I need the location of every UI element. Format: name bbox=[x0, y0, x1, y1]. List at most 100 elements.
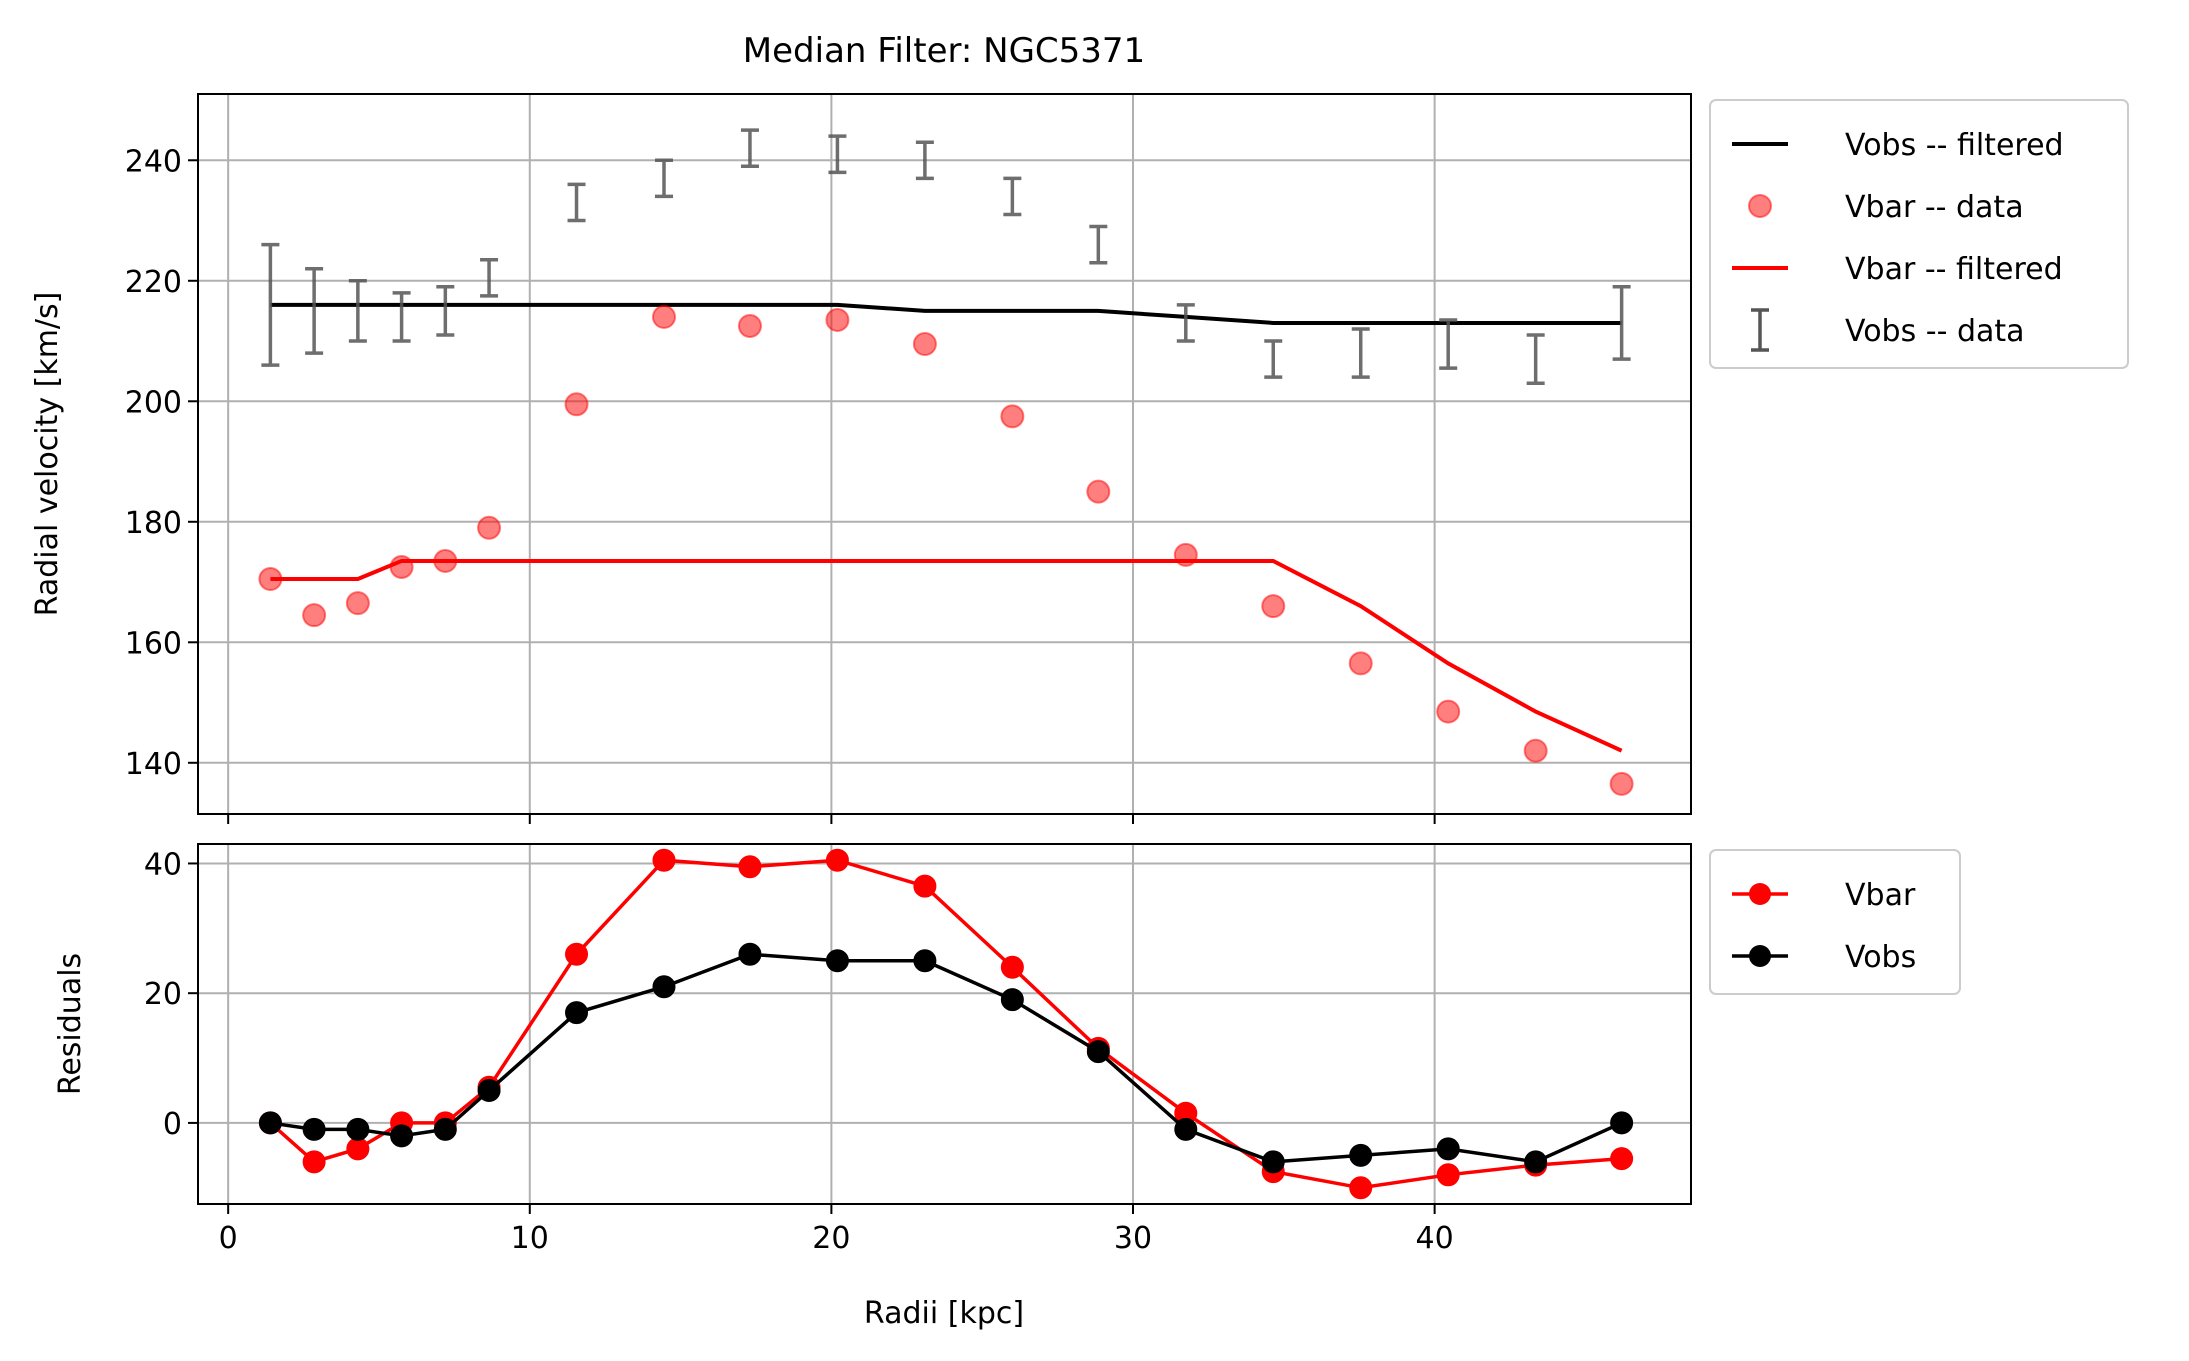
vobs-point bbox=[302, 1117, 326, 1141]
x-tick-label: 40 bbox=[1416, 1221, 1454, 1256]
velocity-legend: Vobs -- filtered Vbar -- data Vbar -- filt… bbox=[1709, 99, 2129, 369]
vobs-filtered-line bbox=[270, 302, 1622, 325]
vobs-point bbox=[652, 975, 676, 999]
vbar-data-point bbox=[564, 392, 589, 417]
velocity-plot-area bbox=[258, 128, 1634, 796]
vbar-data-point bbox=[912, 332, 937, 357]
vobs-data-errorbar bbox=[305, 266, 324, 355]
vbar-data-point bbox=[477, 515, 502, 540]
vbar-point bbox=[738, 855, 762, 879]
vobs-point bbox=[390, 1124, 414, 1148]
residuals-legend: Vbar Vobs bbox=[1709, 849, 1961, 995]
vobs-data-errorbar bbox=[1003, 176, 1022, 217]
x-tick-label: 30 bbox=[1114, 1221, 1152, 1256]
legend-label: Vobs -- data bbox=[1845, 314, 2025, 349]
vbar-point bbox=[565, 942, 589, 966]
vbar-data-point bbox=[1261, 594, 1286, 619]
vbar-data-point bbox=[825, 307, 850, 332]
residuals-axes-frame bbox=[197, 843, 1692, 1205]
legend-label: Vbar bbox=[1845, 878, 1916, 913]
vbar-data-point bbox=[737, 313, 762, 338]
velocity-axes-frame bbox=[197, 93, 1692, 815]
vbar-point bbox=[1000, 955, 1024, 979]
vbar-data-point bbox=[1436, 699, 1461, 724]
vbar-point bbox=[825, 848, 849, 872]
vbar-point bbox=[346, 1137, 370, 1161]
vobs-point bbox=[1436, 1137, 1460, 1161]
chart-title: Median Filter: NGC5371 bbox=[743, 31, 1145, 71]
legend-entry-vobs-filtered: Vobs -- filtered bbox=[1732, 128, 2064, 163]
vobs-point bbox=[1261, 1150, 1285, 1174]
legend-label: Vobs -- filtered bbox=[1845, 128, 2064, 163]
vobs-data-errorbar bbox=[915, 140, 934, 181]
vbar-point bbox=[1610, 1147, 1634, 1171]
residuals-panel: 0 10 20 30 40 0 20 40 Residuals Radii [kpc] Vba… bbox=[53, 843, 1961, 1331]
vobs-point bbox=[346, 1117, 370, 1141]
x-axis-label: Radii [kpc] bbox=[864, 1296, 1024, 1331]
x-tick-label: 0 bbox=[219, 1221, 238, 1256]
vobs-data-errorbar bbox=[1526, 333, 1545, 385]
vobs-data-errorbar bbox=[740, 128, 759, 169]
vobs-data-errorbar bbox=[392, 291, 411, 343]
vbar-data-point bbox=[302, 603, 327, 628]
vobs-data-errorbar bbox=[436, 285, 455, 337]
vbar-filtered-line bbox=[270, 558, 1623, 753]
vobs-point bbox=[1610, 1111, 1634, 1135]
y-tick-label: 240 bbox=[125, 144, 182, 179]
vobs-point bbox=[565, 1001, 589, 1025]
vobs-data-errorbar bbox=[1089, 224, 1108, 265]
vobs-point bbox=[1349, 1143, 1373, 1167]
legend-label: Vbar -- filtered bbox=[1845, 252, 2063, 287]
vobs-data-errorbar bbox=[828, 134, 847, 175]
legend-marker-handle bbox=[1748, 194, 1772, 218]
vobs-point bbox=[913, 949, 937, 973]
y-tick-label: 40 bbox=[144, 847, 182, 882]
y-tick-label: 160 bbox=[125, 626, 182, 661]
velocity-y-axis-label: Radial velocity [km/s] bbox=[30, 292, 65, 617]
vobs-point bbox=[477, 1078, 501, 1102]
legend-entry-vbar-filtered: Vbar -- filtered bbox=[1732, 252, 2063, 287]
vbar-point bbox=[1349, 1176, 1373, 1200]
velocity-panel: 140 160 180 200 220 240 Radial velocity [km/s… bbox=[30, 93, 2129, 824]
vobs-data-errorbar bbox=[1351, 327, 1370, 379]
y-tick-label: 200 bbox=[125, 385, 182, 420]
legend-entry-vbar: Vbar bbox=[1732, 878, 1916, 913]
legend-label: Vbar -- data bbox=[1845, 190, 2024, 225]
vobs-point bbox=[433, 1117, 457, 1141]
residuals-y-axis-label: Residuals bbox=[53, 953, 88, 1095]
y-tick-label: 180 bbox=[125, 506, 182, 541]
vbar-data-point bbox=[1348, 651, 1373, 676]
vobs-point bbox=[258, 1111, 282, 1135]
legend-box bbox=[1709, 99, 2129, 369]
vobs-data-errorbar bbox=[1264, 339, 1283, 379]
vobs-data-errorbar bbox=[567, 182, 586, 223]
legend-marker-handle bbox=[1749, 945, 1771, 967]
legend-box bbox=[1709, 849, 1961, 995]
vobs-point bbox=[825, 949, 849, 973]
vbar-point bbox=[302, 1150, 326, 1174]
vbar-data-point bbox=[1000, 404, 1025, 429]
vobs-data-errorbar bbox=[480, 257, 499, 298]
vbar-data-point bbox=[345, 591, 370, 616]
vobs-data-errorbar bbox=[261, 242, 280, 367]
vbar-data-point bbox=[1609, 771, 1634, 796]
vbar-point bbox=[652, 848, 676, 872]
residuals-plot-area bbox=[258, 848, 1634, 1200]
vbar-point bbox=[1436, 1163, 1460, 1187]
vobs-point bbox=[1000, 988, 1024, 1012]
y-tick-label: 0 bbox=[163, 1107, 182, 1142]
y-tick-label: 20 bbox=[144, 977, 182, 1012]
vobs-point bbox=[738, 942, 762, 966]
vbar-data-point bbox=[1086, 479, 1111, 504]
legend-entry-vbar-data: Vbar -- data bbox=[1748, 190, 2024, 225]
legend-marker-handle bbox=[1749, 883, 1771, 905]
vobs-point bbox=[1524, 1150, 1548, 1174]
y-tick-label: 220 bbox=[125, 265, 182, 300]
residuals-axes: 0 10 20 30 40 0 20 40 bbox=[144, 847, 1454, 1256]
vobs-data-errorbar bbox=[1439, 318, 1458, 370]
vobs-data-errorbar bbox=[1176, 303, 1195, 343]
vobs-data-errorbar bbox=[654, 158, 673, 199]
vobs-point bbox=[1174, 1117, 1198, 1141]
x-tick-label: 10 bbox=[511, 1221, 549, 1256]
